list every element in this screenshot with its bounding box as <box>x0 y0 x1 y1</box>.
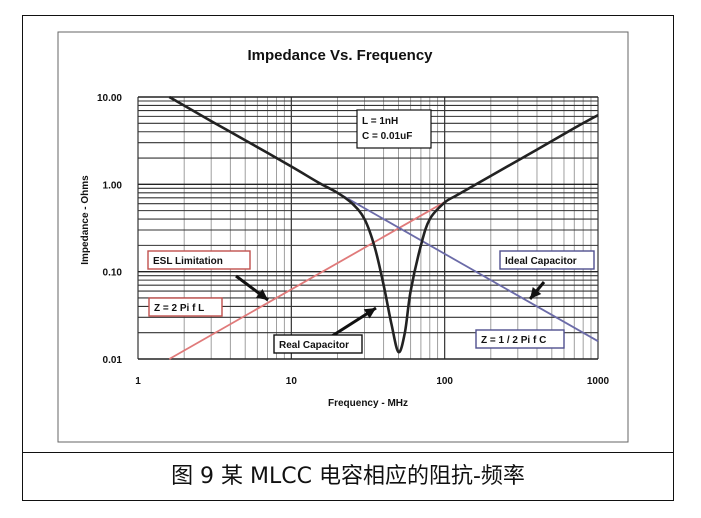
params-box: L = 1nH C = 0.01uF <box>356 109 432 149</box>
annotation-label: ESL Limitation <box>153 256 223 267</box>
annotation-border <box>148 297 223 317</box>
annotation-border <box>147 250 251 270</box>
annotation-box: Z = 2 Pi f L <box>148 297 223 317</box>
arrow-head <box>363 308 376 319</box>
annotation-label: Ideal Capacitor <box>505 256 577 267</box>
caption-divider <box>22 452 674 453</box>
x-tick-label: 1 <box>135 376 141 387</box>
y-tick-label: 1.00 <box>103 180 123 191</box>
impedance-chart: Impedance Vs. Frequency 1 10 100 1000 0.01 0.… <box>57 31 629 443</box>
chart-title: Impedance Vs. Frequency <box>247 47 433 64</box>
series-line-ideal-capacitor <box>322 183 599 342</box>
annotation-label: Z = 2 Pi f L <box>154 303 204 314</box>
annotation-border <box>273 334 363 354</box>
x-tick-label: 1000 <box>587 376 610 387</box>
annotation-arrows <box>235 274 546 338</box>
x-tick-label: 100 <box>436 376 453 387</box>
annotation-label: Z = 1 / 2 Pi f C <box>481 335 546 346</box>
series-line-esl-limitation <box>168 197 452 360</box>
series-layer <box>168 95 599 360</box>
params-box-line: L = 1nH <box>362 116 398 127</box>
annotation-box: Ideal Capacitor <box>499 250 595 270</box>
chart-panel <box>57 31 629 443</box>
y-tick-label: 0.01 <box>103 355 123 366</box>
arrow-head <box>530 287 542 299</box>
params-box-border <box>356 109 432 149</box>
x-axis-label: Frequency - MHz <box>328 398 408 409</box>
annotation-box: Real Capacitor <box>273 334 363 354</box>
annotations: L = 1nH C = 0.01uF ESL Limitation Z = 2 Pi … <box>147 109 595 354</box>
grid <box>137 96 599 360</box>
figure-caption: 图 9 某 MLCC 电容相应的阻抗-频率 <box>171 464 525 489</box>
annotation-box: ESL Limitation <box>147 250 251 270</box>
tick-labels: 1 10 100 1000 0.01 0.10 1.00 10.00 <box>97 93 610 387</box>
params-box-line: C = 0.01uF <box>362 131 412 142</box>
y-tick-label: 10.00 <box>97 93 122 104</box>
x-tick-label: 10 <box>286 376 298 387</box>
annotation-box: Z = 1 / 2 Pi f C <box>475 329 565 349</box>
y-tick-label: 0.10 <box>103 268 123 279</box>
y-axis-label: Impedance - Ohms <box>80 175 91 265</box>
annotation-label: Real Capacitor <box>279 340 349 351</box>
annotation-border <box>499 250 595 270</box>
series-line-real-capacitor <box>168 95 599 354</box>
annotation-border <box>475 329 565 349</box>
arrow-head <box>255 289 268 300</box>
